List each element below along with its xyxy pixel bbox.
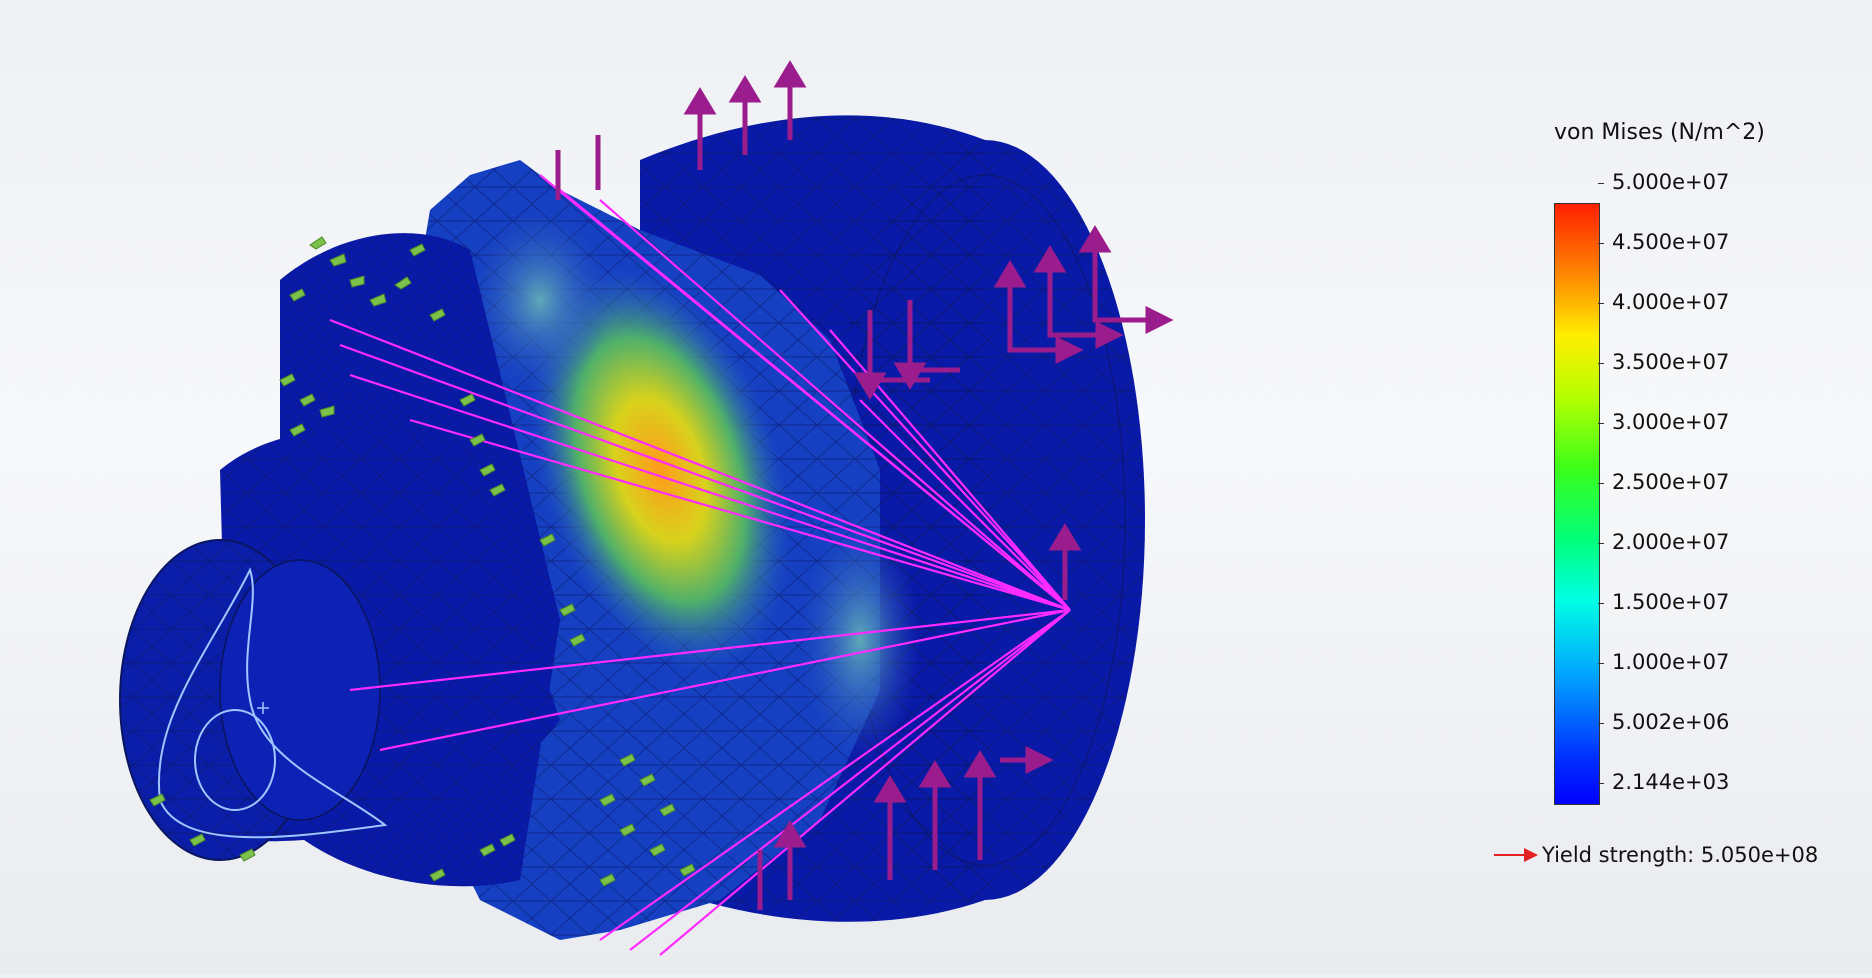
legend-tick: 2.144e+03 [1597,770,1729,794]
fixture-markers [149,236,696,887]
legend-tick: 2.500e+07 [1597,470,1729,494]
fixture-arrow-icon [149,236,696,887]
stress-legend: von Mises (N/m^2) 5.000e+07 4.500e+07 4.… [1494,110,1860,890]
yield-strength: Yield strength: 5.050e+08 [1494,843,1818,867]
legend-tick: 1.500e+07 [1597,590,1729,614]
legend-tick: 4.000e+07 [1597,290,1729,314]
legend-title: von Mises (N/m^2) [1554,120,1765,145]
legend-tick: 1.000e+07 [1597,650,1729,674]
legend-tick: 2.000e+07 [1597,530,1729,554]
yield-arrow-icon [1494,848,1538,862]
front-hub [119,233,560,887]
legend-tick: 5.002e+06 [1597,710,1729,734]
legend-colorbar [1554,203,1600,805]
yield-strength-label: Yield strength: 5.050e+08 [1542,843,1819,867]
legend-tick: 3.500e+07 [1597,350,1729,374]
load-arrow-icon [555,60,1174,910]
legend-tick: 3.000e+07 [1597,410,1729,434]
legend-tick: 4.500e+07 [1597,230,1729,254]
legend-tick: 5.000e+07 [1597,170,1729,194]
connector-lines [329,174,1071,956]
load-arrows [555,60,1174,910]
